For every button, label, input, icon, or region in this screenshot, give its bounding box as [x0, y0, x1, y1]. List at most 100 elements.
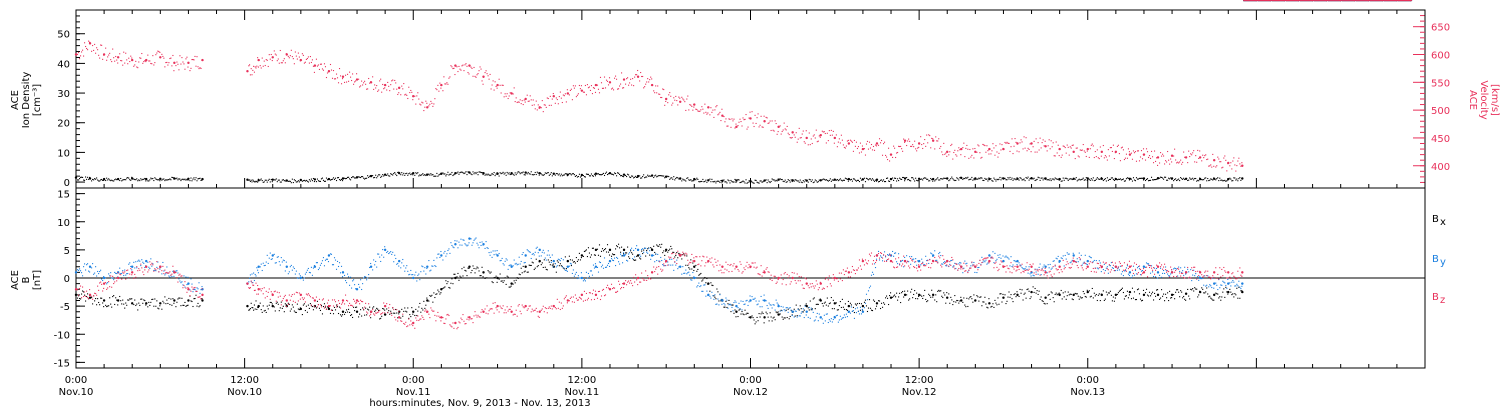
density-point: [93, 179, 95, 181]
velocity-point: [697, 110, 699, 112]
density-point: [619, 173, 621, 175]
velocity-point: [623, 87, 625, 89]
top-right-axis-label: ACE Velocity [km/s]: [1467, 80, 1500, 119]
density-point: [1166, 179, 1168, 181]
by-point: [373, 259, 375, 261]
density-point: [881, 180, 884, 182]
density-point: [949, 179, 951, 181]
bx-point: [907, 290, 909, 292]
density-point: [726, 182, 728, 184]
bx-point: [588, 252, 591, 254]
density-point: [670, 177, 672, 179]
by-point: [306, 269, 308, 271]
density-point: [1223, 180, 1225, 182]
density-point: [433, 175, 435, 177]
bx-point: [902, 290, 904, 293]
bx-point: [763, 322, 765, 324]
density-point: [369, 174, 373, 178]
bx-point: [346, 309, 348, 311]
velocity-point: [572, 85, 574, 87]
by-point: [583, 279, 585, 281]
velocity-point: [573, 87, 575, 89]
density-point: [673, 176, 675, 178]
bx-point: [505, 283, 507, 285]
bx-point: [249, 309, 251, 311]
by-point: [278, 261, 280, 263]
bx-point: [412, 313, 414, 315]
density-point: [1175, 178, 1177, 180]
by-point: [252, 282, 254, 284]
density-point: [941, 178, 943, 180]
by-point: [1090, 257, 1092, 259]
bx-point: [151, 298, 153, 301]
bx-point: [159, 302, 162, 305]
bx-point: [367, 308, 369, 310]
velocity-point: [391, 80, 393, 82]
bx-point: [373, 306, 375, 308]
density-point: [473, 173, 475, 175]
density-point: [498, 175, 500, 177]
by-point: [613, 257, 616, 259]
by-point: [430, 269, 432, 271]
bx-point: [646, 249, 648, 252]
density-point: [1001, 177, 1003, 179]
by-point: [126, 273, 128, 275]
by-point: [95, 266, 97, 268]
by-point: [738, 302, 740, 304]
density-point: [602, 172, 605, 174]
velocity-point: [987, 150, 989, 152]
velocity-point: [817, 140, 819, 142]
bx-point: [1174, 298, 1176, 300]
velocity-point: [98, 54, 100, 56]
density-point: [699, 181, 701, 183]
density-point: [407, 174, 409, 176]
bx-point: [912, 297, 914, 299]
bx-point: [294, 311, 296, 313]
velocity-point: [861, 147, 865, 151]
by-point: [811, 309, 813, 311]
velocity-point: [464, 64, 466, 66]
velocity-point: [1139, 156, 1142, 158]
velocity-point: [1238, 157, 1240, 159]
velocity-point: [1074, 158, 1076, 160]
by-point: [1036, 268, 1038, 270]
by-point: [883, 251, 886, 253]
density-point: [689, 179, 691, 181]
by-point: [832, 318, 834, 321]
by-point: [1083, 261, 1085, 263]
density-point: [821, 179, 823, 181]
bx-point: [692, 262, 694, 264]
bx-point: [1165, 293, 1167, 295]
by-point: [721, 299, 724, 302]
velocity-point: [997, 156, 999, 158]
by-point: [563, 267, 565, 269]
density-point: [501, 172, 503, 174]
velocity-point: [1063, 145, 1065, 147]
velocity-point: [84, 42, 86, 44]
by-point: [1016, 264, 1018, 266]
velocity-point: [1134, 151, 1137, 153]
density-point: [869, 178, 872, 180]
density-point: [735, 181, 737, 183]
velocity-point: [384, 87, 386, 89]
bx-point: [127, 299, 129, 301]
by-point: [142, 261, 144, 263]
density-point: [418, 175, 420, 177]
bx-point: [1066, 295, 1068, 297]
by-point: [881, 260, 884, 262]
velocity-point: [684, 101, 686, 103]
bx-point: [589, 256, 592, 258]
density-point: [416, 173, 418, 175]
bx-point: [684, 254, 686, 256]
by-point: [1000, 257, 1002, 259]
velocity-point: [988, 153, 990, 155]
density-point: [1212, 179, 1214, 181]
by-point: [630, 249, 632, 251]
density-point: [735, 179, 738, 182]
bx-point: [271, 303, 273, 305]
bx-point: [1151, 291, 1154, 293]
by-point: [162, 261, 164, 264]
velocity-point: [1028, 148, 1030, 151]
velocity-point: [851, 141, 853, 143]
by-point: [280, 257, 282, 259]
